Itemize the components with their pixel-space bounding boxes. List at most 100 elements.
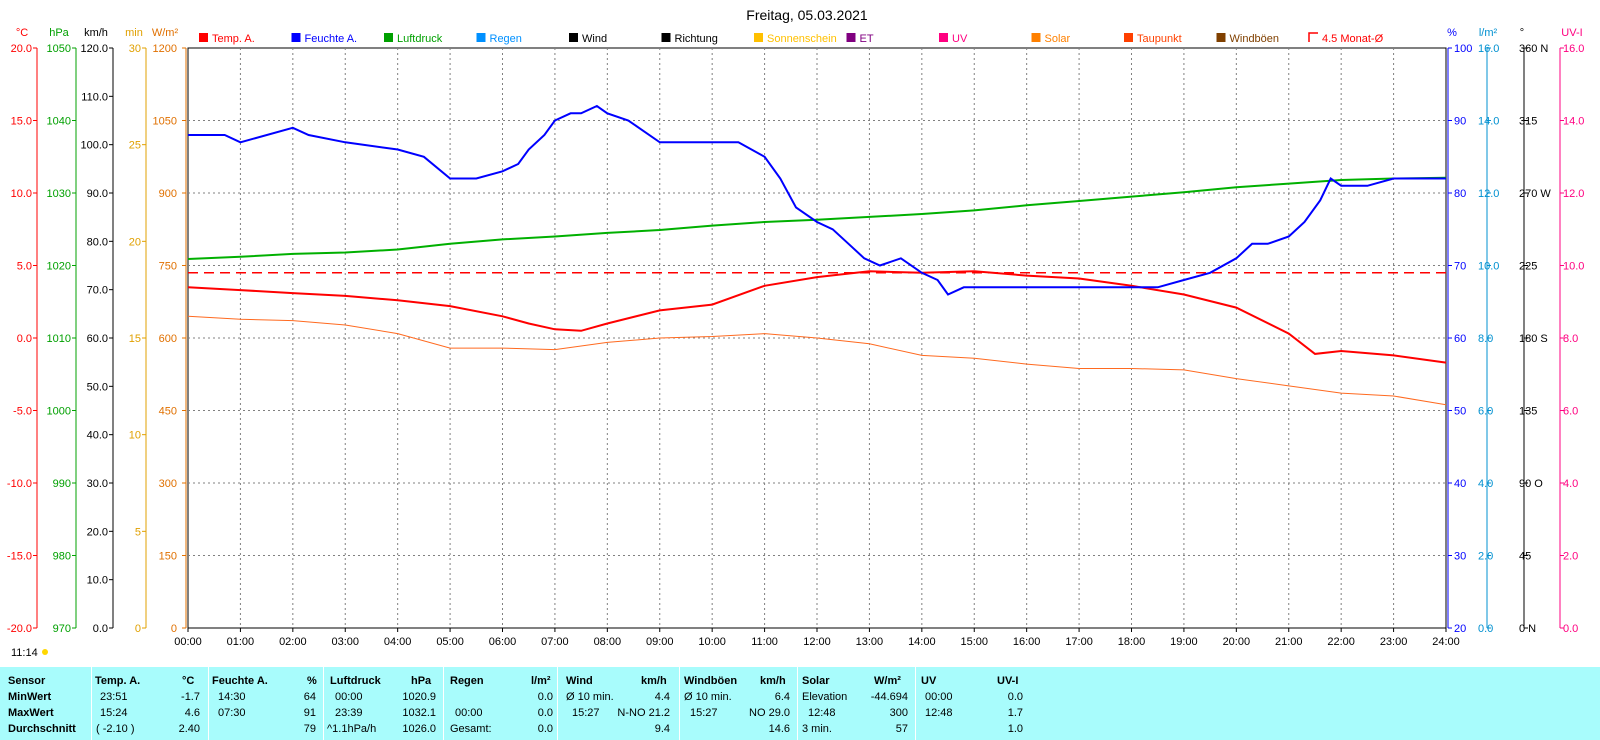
x-tick-label: 05:00	[436, 636, 464, 648]
right-axis-tick-label: 270 W	[1519, 188, 1551, 200]
left-axis-tick-label: 0	[171, 623, 177, 635]
right-axis-tick-label: 8.0	[1563, 333, 1578, 345]
x-tick-label: 22:00	[1327, 636, 1355, 648]
stats-header-sensor: Sensor	[8, 675, 46, 687]
press-unit: hPa	[411, 675, 432, 687]
left-axis-tick-label: 0.0	[93, 623, 108, 635]
right-axis-tick-label: 14.0	[1478, 116, 1499, 128]
solar-elevation-label: Elevation	[802, 691, 848, 703]
left-axis-tick-label: 5.0	[17, 261, 32, 273]
rain-header: Regen	[450, 675, 484, 687]
left-axis-tick-label: 5	[135, 526, 141, 538]
legend-swatch	[1216, 33, 1226, 42]
solar-unit: W/m²	[874, 675, 901, 687]
temp-min-time: 23:51	[100, 691, 128, 703]
right-axis-unit: l/m²	[1479, 27, 1498, 39]
left-axis-tick-label: 110.0	[81, 91, 108, 103]
legend-swatch	[1031, 33, 1041, 42]
press-avg-value: 1026.0	[402, 723, 436, 735]
left-axis-tick-label: 750	[159, 261, 177, 273]
wind-max-value: N-NO 21.2	[617, 707, 670, 719]
hum-max-time: 07:30	[218, 707, 246, 719]
left-axis-tick-label: 15	[129, 333, 141, 345]
x-tick-label: 07:00	[541, 636, 569, 648]
legend-swatch	[1308, 32, 1318, 42]
gust-unit: km/h	[760, 675, 786, 687]
row-label-avg: Durchschnitt	[8, 723, 76, 735]
uv-max-time: 12:48	[925, 707, 953, 719]
left-axis-tick-label: 50.0	[87, 381, 108, 393]
left-axis-tick-label: 1020	[47, 261, 71, 273]
right-axis-tick-label: 90 O	[1519, 478, 1543, 490]
left-axis-tick-label: 15.0	[11, 116, 32, 128]
left-axis-tick-label: 300	[159, 478, 177, 490]
right-axis-tick-label: 10.0	[1478, 261, 1499, 273]
left-axis-tick-label: 30.0	[87, 478, 108, 490]
left-axis-tick-label: 970	[53, 623, 71, 635]
time-start-label: 11:14	[11, 647, 38, 659]
right-axis-tick-label: 100	[1454, 43, 1472, 55]
legend-label: 4.5 Monat-Ø	[1322, 33, 1384, 45]
temp-max-value: 4.6	[184, 707, 200, 719]
right-axis-tick-label: 180 S	[1519, 333, 1548, 345]
right-axis-tick-label: 315	[1519, 116, 1537, 128]
right-axis-tick-label: 4.0	[1478, 478, 1493, 490]
right-axis-tick-label: 0.0	[1478, 623, 1493, 635]
right-axis-tick-label: 6.0	[1478, 406, 1493, 418]
x-tick-label: 23:00	[1380, 636, 1408, 648]
legend-label: Windböen	[1230, 33, 1280, 45]
left-axis-unit: °C	[16, 27, 28, 39]
x-tick-label: 06:00	[489, 636, 517, 648]
gust-avg10-value: 6.4	[774, 691, 790, 703]
legend-swatch	[661, 33, 671, 42]
right-axis-tick-label: 90	[1454, 116, 1466, 128]
legend-swatch	[939, 33, 948, 42]
left-axis-tick-label: 20.0	[87, 526, 108, 538]
x-tick-label: 13:00	[856, 636, 884, 648]
gust-max-time: 15:27	[690, 707, 718, 719]
legend-swatch	[476, 33, 486, 42]
legend-swatch	[384, 33, 393, 42]
left-axis-unit: min	[125, 27, 143, 39]
left-axis-tick-label: 1200	[153, 43, 177, 55]
x-tick-label: 00:00	[174, 636, 202, 648]
chart-title: Freitag, 05.03.2021	[746, 7, 868, 23]
left-axis-tick-label: 1000	[47, 406, 71, 418]
left-axis-tick-label: -10.0	[7, 478, 32, 490]
x-tick-label: 04:00	[384, 636, 412, 648]
left-axis-tick-label: 900	[159, 188, 177, 200]
solar-header: Solar	[802, 675, 830, 687]
press-min-time: 00:00	[335, 691, 363, 703]
press-max-value: 1032.1	[402, 707, 436, 719]
legend-swatch	[1124, 33, 1133, 42]
press-min-value: 1020.9	[402, 691, 436, 703]
legend-label: Sonnenschein	[767, 33, 837, 45]
uv-header: UV	[921, 675, 937, 687]
right-axis-tick-label: 20	[1454, 623, 1466, 635]
right-axis-tick-label: 80	[1454, 188, 1466, 200]
right-axis-tick-label: 360 N	[1519, 43, 1548, 55]
legend-label: Temp. A.	[212, 33, 255, 45]
left-axis-tick-label: 90.0	[87, 188, 108, 200]
gust-avg-value: 14.6	[768, 723, 790, 735]
left-axis-tick-label: 80.0	[87, 236, 108, 248]
press-max-time: 23:39	[335, 707, 363, 719]
chart-axes: 00:00 01:00 02:00 03:00 04:00 05:00 06:00 07:00…	[7, 27, 1585, 659]
x-tick-label: 24:00	[1432, 636, 1460, 648]
left-axis-tick-label: 1030	[47, 188, 71, 200]
solar-avg-label: 3 min.	[802, 723, 832, 735]
row-label-min: MinWert	[8, 691, 52, 703]
hum-min-value: 64	[303, 691, 316, 703]
sun-icon	[42, 649, 48, 655]
x-tick-label: 01:00	[227, 636, 255, 648]
rain-unit: l/m²	[531, 675, 551, 687]
legend-swatch	[291, 33, 301, 42]
hum-avg-value: 79	[303, 723, 316, 735]
left-axis-tick-label: 25	[129, 140, 141, 152]
left-axis-tick-label: 10.0	[11, 188, 32, 200]
solar-max-value: 300	[889, 707, 908, 719]
left-axis-tick-label: 980	[53, 551, 71, 563]
plot-area	[187, 104, 1447, 406]
left-axis-tick-label: 1050	[153, 116, 177, 128]
hum-header: Feuchte A.	[212, 675, 268, 687]
